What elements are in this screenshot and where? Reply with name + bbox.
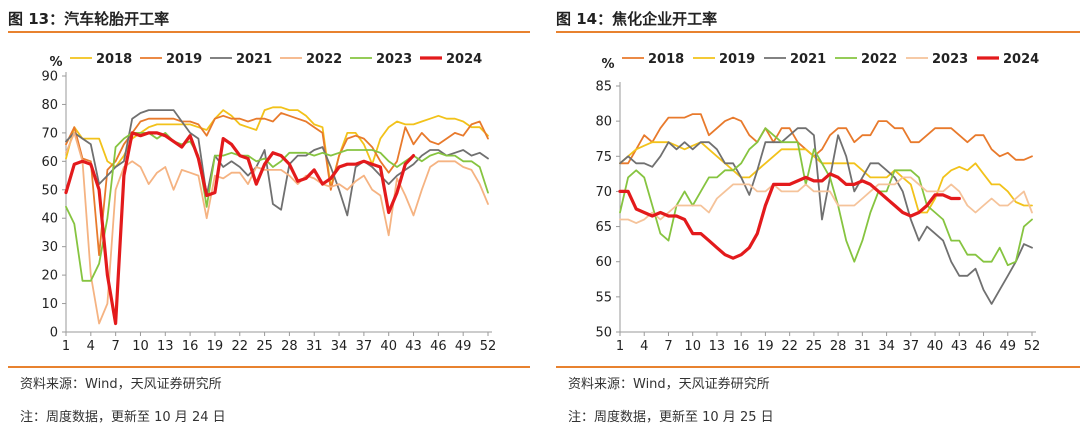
- figure-13-title: 图 13：汽车轮胎开工率: [8, 10, 170, 28]
- y-tick-label: 70: [595, 185, 612, 200]
- x-tick-label: 19: [207, 339, 224, 354]
- series-line-2024: [618, 172, 961, 260]
- series-line-2023: [619, 176, 1033, 225]
- x-tick-label: 4: [640, 339, 648, 354]
- y-unit-label: %: [49, 55, 62, 70]
- y-tick-label: 40: [41, 212, 58, 227]
- series-line-2018: [619, 113, 1033, 165]
- x-tick-label: 28: [281, 339, 298, 354]
- x-tick-label: 31: [854, 339, 871, 354]
- figure-13-title-rule: [8, 31, 530, 33]
- y-tick-label: 50: [41, 183, 58, 198]
- coking-operating-rate-chart: 50 55 60 65 70 75 80 85 1 4 7 10 13 16 19 22 25 28 31 34 37 4…: [595, 52, 1041, 354]
- y-tick-label: 20: [41, 269, 58, 284]
- legend-label-2018: 2018: [96, 52, 132, 67]
- x-tick-label: 13: [709, 339, 726, 354]
- legend-label-2023: 2023: [932, 52, 968, 67]
- x-tick-label: 25: [806, 339, 823, 354]
- x-tick-label: 10: [684, 339, 701, 354]
- x-tick-label: 40: [380, 339, 397, 354]
- y-tick-label: 0: [50, 326, 58, 341]
- y-tick-label: 55: [595, 290, 612, 305]
- x-tick-label: 52: [1024, 339, 1041, 354]
- y-tick-label: 65: [595, 220, 612, 235]
- x-tick-label: 31: [306, 339, 323, 354]
- figure-14-title: 图 14：焦化企业开工率: [556, 10, 718, 28]
- figure-14-panel: 图 14：焦化企业开工率 50 55 60 65 70 75 80 85 1 4 7 10 13 16 19…: [548, 0, 1080, 436]
- x-tick-label: 40: [927, 339, 944, 354]
- x-tick-label: 22: [231, 339, 248, 354]
- x-tick-label: 52: [480, 339, 497, 354]
- x-tick-label: 49: [455, 339, 472, 354]
- y-tick-label: 70: [41, 126, 58, 141]
- y-tick-label: 80: [41, 98, 58, 113]
- series-line-2022: [65, 132, 489, 325]
- x-tick-label: 13: [157, 339, 174, 354]
- y-tick-label: 50: [595, 326, 612, 341]
- series-line-2024: [64, 131, 416, 326]
- y-unit-label: %: [601, 57, 614, 72]
- y-tick-label: 75: [595, 150, 612, 165]
- x-tick-label: 28: [830, 339, 847, 354]
- x-tick-label: 19: [757, 339, 774, 354]
- x-tick-label: 16: [733, 339, 750, 354]
- legend-label-2023: 2023: [376, 52, 412, 67]
- legend-label-2024: 2024: [446, 52, 482, 67]
- x-tick-label: 1: [62, 339, 70, 354]
- figure-13-panel: 图 13：汽车轮胎开工率 0 10 20 30 40 50 60 70 80 90 1 4 7 10 13 1…: [0, 0, 530, 436]
- legend-label-2021: 2021: [236, 52, 272, 67]
- x-tick-label: 37: [903, 339, 920, 354]
- y-tick-label: 80: [595, 115, 612, 130]
- y-tick-label: 60: [41, 155, 58, 170]
- x-tick-label: 37: [356, 339, 373, 354]
- x-tick-label: 10: [132, 339, 149, 354]
- legend-label-2018: 2018: [648, 52, 684, 67]
- series-line-2022: [619, 127, 1033, 267]
- series-line-2021: [65, 109, 489, 217]
- legend-label-2022: 2022: [306, 52, 342, 67]
- x-tick-label: 46: [975, 339, 992, 354]
- tire-operating-rate-chart: 0 10 20 30 40 50 60 70 80 90 1 4 7 10 13 16 19 22 25 28 31 34…: [41, 52, 497, 354]
- legend-label-2021: 2021: [790, 52, 826, 67]
- x-tick-label: 34: [331, 339, 348, 354]
- figure-14-footer-rule: [556, 366, 1080, 368]
- y-tick-label: 85: [595, 80, 612, 95]
- x-tick-label: 49: [999, 339, 1016, 354]
- legend-label-2019: 2019: [719, 52, 755, 67]
- x-tick-label: 7: [664, 339, 672, 354]
- y-tick-label: 30: [41, 240, 58, 255]
- x-tick-label: 34: [878, 339, 895, 354]
- series-line-2019: [65, 112, 489, 257]
- legend-label-2022: 2022: [861, 52, 897, 67]
- figure-13-source: 资料来源：Wind，天风证券研究所: [20, 377, 222, 392]
- figure-13-note: 注：周度数据，更新至 10 月 24 日: [20, 410, 226, 425]
- y-tick-label: 90: [41, 70, 58, 85]
- series-line-2021: [619, 127, 1033, 305]
- x-tick-label: 43: [951, 339, 968, 354]
- y-tick-label: 60: [595, 255, 612, 270]
- x-tick-label: 43: [405, 339, 422, 354]
- x-tick-label: 25: [256, 339, 273, 354]
- figure-14-note: 注：周度数据，更新至 10 月 25 日: [568, 410, 774, 425]
- x-tick-label: 22: [781, 339, 798, 354]
- figure-14-source: 资料来源：Wind，天风证券研究所: [568, 377, 770, 392]
- figure-14-title-rule: [556, 31, 1080, 33]
- x-tick-label: 4: [87, 339, 95, 354]
- y-tick-label: 10: [41, 297, 58, 312]
- legend-label-2019: 2019: [166, 52, 202, 67]
- series-line-2019: [619, 141, 1033, 214]
- x-tick-label: 46: [430, 339, 447, 354]
- x-tick-label: 16: [182, 339, 199, 354]
- legend-label-2024: 2024: [1003, 52, 1039, 67]
- figure-13-footer-rule: [8, 366, 530, 368]
- x-tick-label: 7: [112, 339, 120, 354]
- x-tick-label: 1: [616, 339, 624, 354]
